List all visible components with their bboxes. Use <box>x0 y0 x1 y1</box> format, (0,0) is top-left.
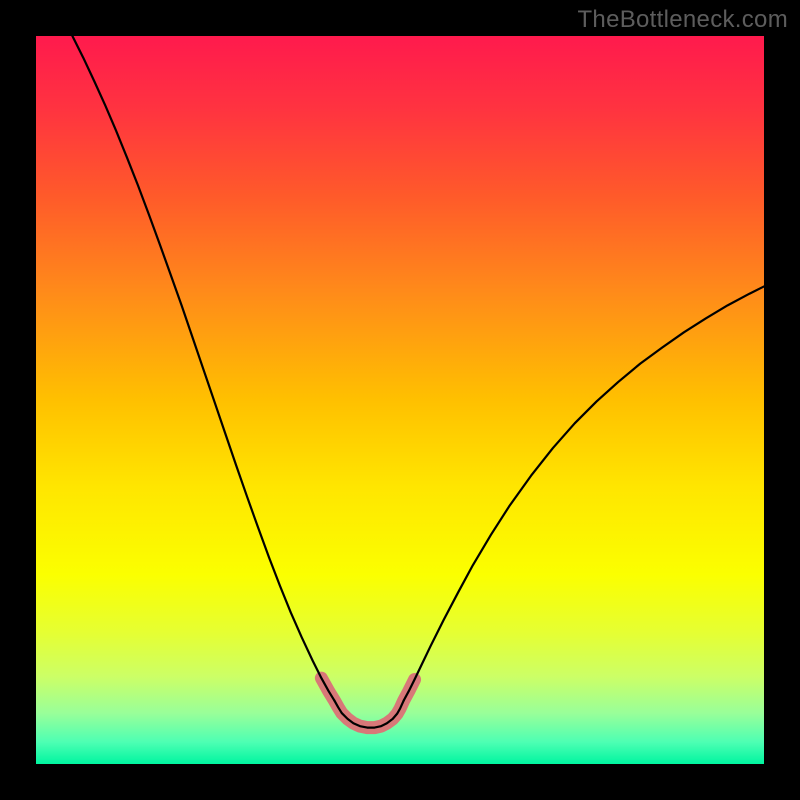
plot-area <box>36 36 764 764</box>
outer-frame <box>0 0 800 800</box>
gradient-background <box>36 36 764 764</box>
watermark-text: TheBottleneck.com <box>577 6 788 34</box>
bottleneck-chart <box>36 36 764 764</box>
